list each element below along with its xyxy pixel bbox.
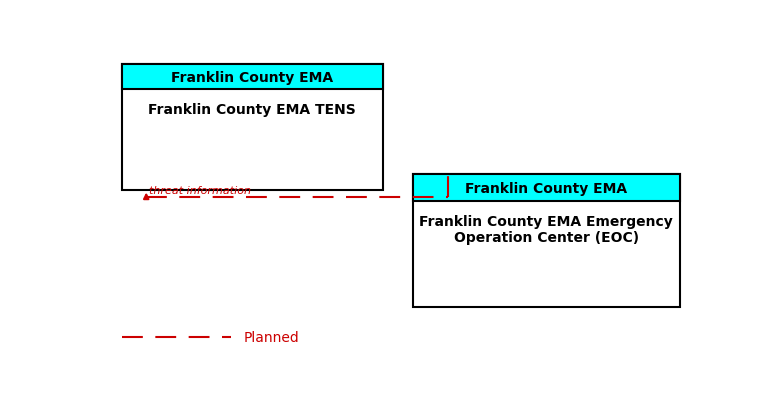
Bar bbox=[413, 175, 680, 202]
Text: threat information: threat information bbox=[149, 186, 251, 196]
Bar bbox=[413, 175, 680, 202]
Text: Franklin County EMA: Franklin County EMA bbox=[465, 181, 627, 195]
Text: Franklin County EMA Emergency
Operation Center (EOC): Franklin County EMA Emergency Operation … bbox=[419, 214, 673, 244]
Bar bbox=[122, 65, 382, 90]
Text: Franklin County EMA: Franklin County EMA bbox=[171, 70, 333, 84]
Text: Planned: Planned bbox=[243, 330, 299, 344]
Bar bbox=[413, 175, 680, 307]
Bar bbox=[122, 65, 382, 191]
Bar bbox=[122, 65, 382, 90]
Text: Franklin County EMA TENS: Franklin County EMA TENS bbox=[149, 103, 356, 117]
